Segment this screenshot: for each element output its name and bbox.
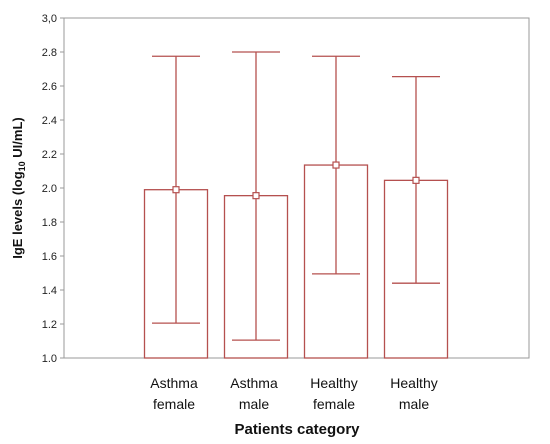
y-axis-ticks: 1.0 1.2 1.4 1.6 1.8 2.0 2.2 2.4 2.6 2.8 3,0 xyxy=(42,13,64,365)
y-tick-label: 1.2 xyxy=(42,319,57,331)
y-tick-label: 2.2 xyxy=(42,149,57,161)
y-tick-label: 2.4 xyxy=(42,115,57,127)
y-tick-label: 2.6 xyxy=(42,81,57,93)
y-tick-label: 1.4 xyxy=(42,285,57,297)
y-tick-label: 1.0 xyxy=(42,353,57,365)
x-category-label-line2: male xyxy=(239,396,270,412)
x-category-label-line1: Healthy xyxy=(390,375,437,391)
x-axis-category-labels: Asthma female Asthma male Healthy female Healt… xyxy=(150,375,437,412)
mean-marker xyxy=(332,161,340,169)
x-category-label-line1: Asthma xyxy=(150,375,198,391)
y-axis-label: IgE levels (log10 UI/mL) xyxy=(10,117,27,259)
y-tick-label: 1.6 xyxy=(42,251,57,263)
mean-marker xyxy=(172,186,180,194)
y-tick-label: 2.0 xyxy=(42,183,57,195)
y-tick-label: 1.8 xyxy=(42,217,57,229)
y-axis-label-subscript: 10 xyxy=(17,161,27,171)
x-category-label-line2: male xyxy=(399,396,430,412)
bars-group xyxy=(143,51,449,359)
mean-marker xyxy=(252,192,260,200)
y-axis-label-main: IgE levels (log xyxy=(10,171,25,258)
mean-marker xyxy=(412,176,420,184)
y-tick-label: 3,0 xyxy=(42,13,57,25)
x-category-label-line1: Healthy xyxy=(310,375,357,391)
plot-frame xyxy=(63,17,530,359)
x-axis-label: Patients category xyxy=(234,421,360,438)
y-axis-label-unit: UI/mL) xyxy=(10,117,25,161)
x-category-label-line2: female xyxy=(153,396,195,412)
x-category-label-line2: female xyxy=(313,396,355,412)
x-category-label-line1: Asthma xyxy=(230,375,278,391)
y-tick-label: 2.8 xyxy=(42,47,57,59)
